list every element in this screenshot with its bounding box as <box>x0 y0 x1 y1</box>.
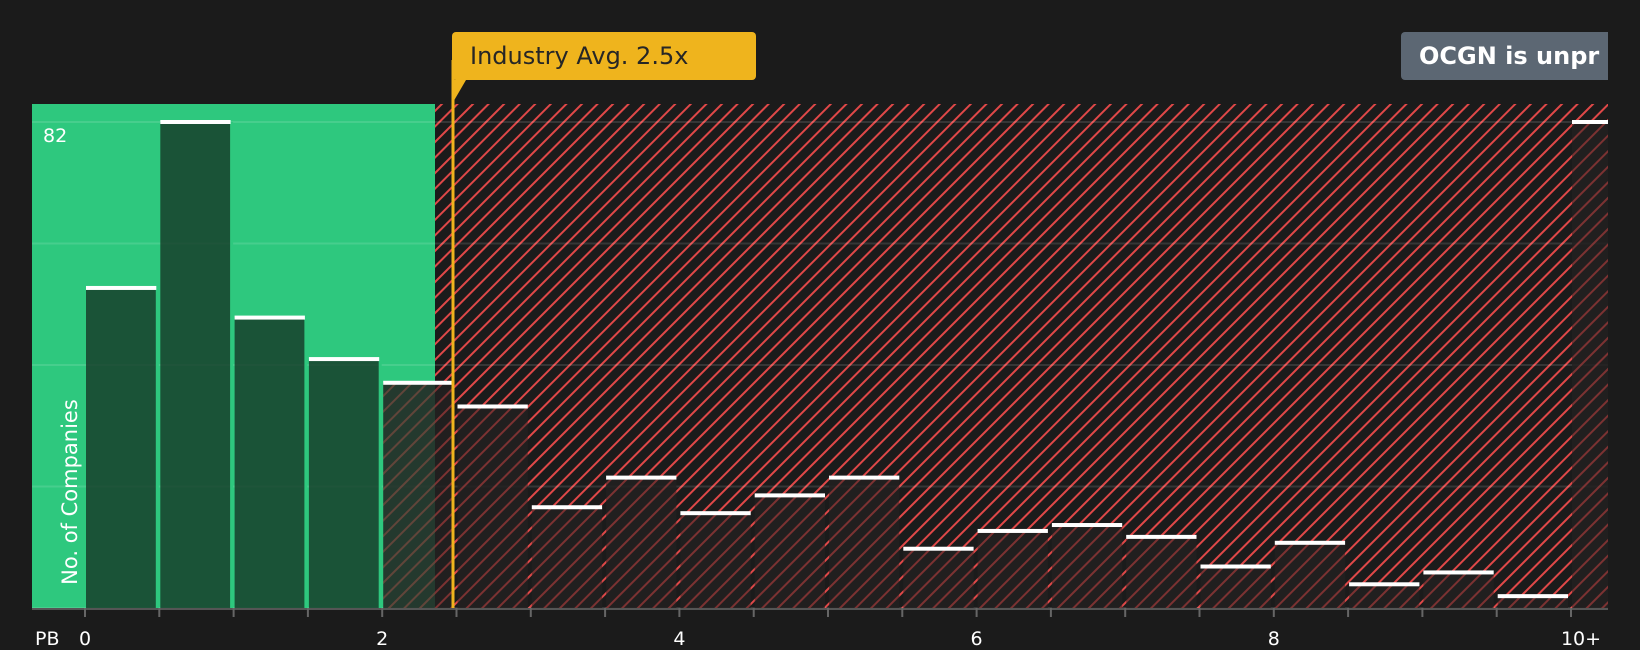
bar <box>160 120 234 608</box>
bar <box>383 380 454 608</box>
x-tick-label: 4 <box>673 628 686 650</box>
bar <box>531 505 603 608</box>
x-tick-label: 8 <box>1267 628 1280 650</box>
bar <box>1051 523 1123 608</box>
x-tick-label: 0 <box>78 628 92 650</box>
valuation-verdict-callout: OCGN is unpr <box>1401 32 1608 80</box>
bars <box>86 120 1608 608</box>
bar <box>1423 570 1494 608</box>
bar <box>977 528 1048 608</box>
bar <box>1126 534 1197 608</box>
industry-avg-line <box>451 60 466 608</box>
bar <box>754 493 825 608</box>
bar <box>1349 582 1420 608</box>
bar <box>457 404 528 608</box>
bar <box>308 357 382 608</box>
bar <box>1200 564 1271 608</box>
bar <box>829 475 900 608</box>
bar <box>606 475 677 608</box>
bar <box>234 315 308 608</box>
x-tick-label: 10+ <box>1560 628 1602 650</box>
bar <box>1497 594 1568 608</box>
y-max-label: 82 <box>43 125 68 147</box>
bar <box>86 285 159 608</box>
bar <box>903 546 974 608</box>
bar <box>680 511 751 608</box>
y-axis-label: No. of Companies <box>58 399 82 585</box>
x-axis-label: PB <box>35 628 60 650</box>
x-axis <box>32 608 1608 617</box>
x-tick-label: 2 <box>376 628 389 650</box>
bar <box>1274 540 1346 608</box>
bar <box>1572 120 1608 608</box>
x-tick-label: 6 <box>970 628 983 650</box>
industry-avg-callout: Industry Avg. 2.5x <box>452 32 756 80</box>
